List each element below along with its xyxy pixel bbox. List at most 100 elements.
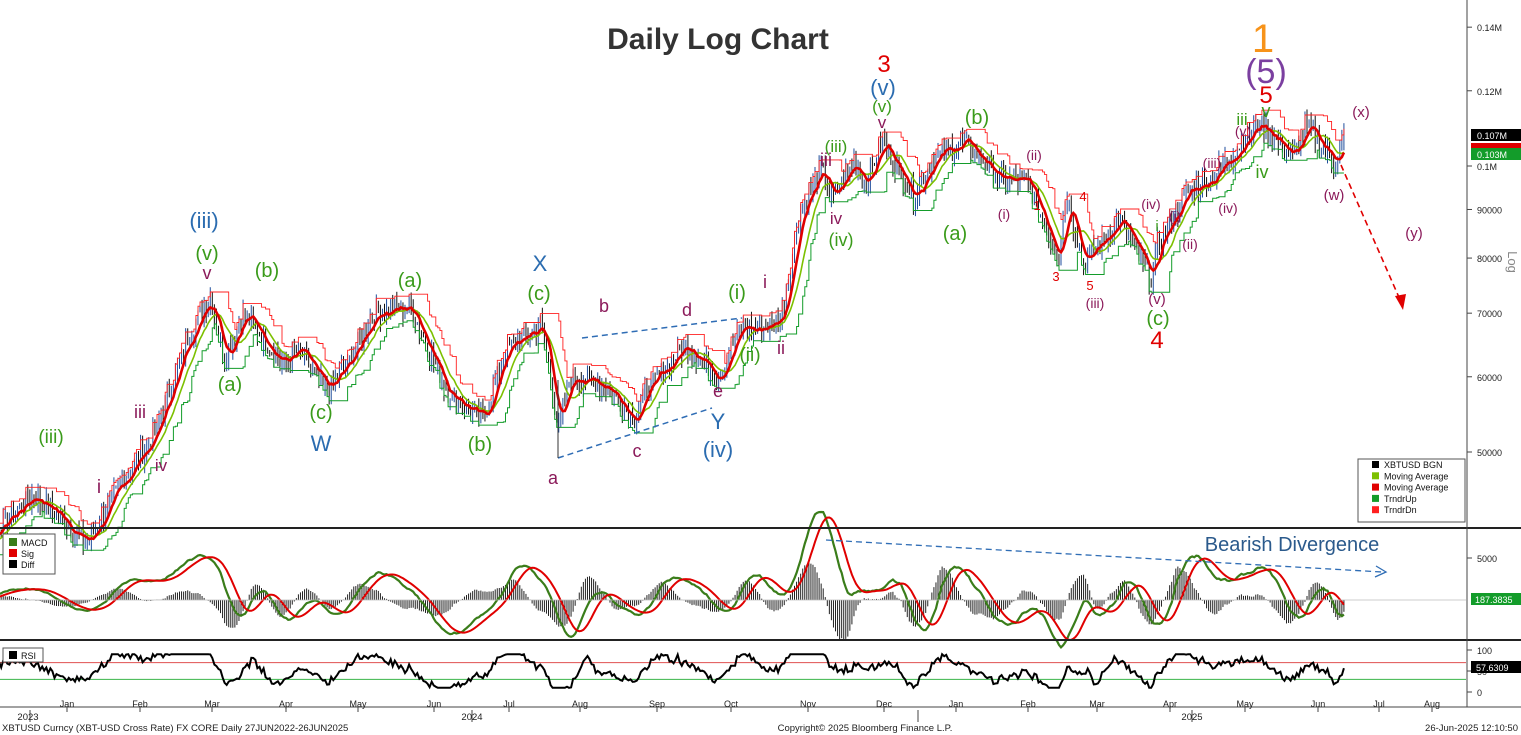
wave-label: iii	[820, 150, 832, 170]
wave-label: iii	[1236, 110, 1247, 129]
wave-label: 5	[1086, 278, 1093, 293]
wave-label: 1	[1033, 198, 1040, 213]
last-price-text: 0.107M	[1477, 131, 1507, 141]
wave-label: 4	[1079, 189, 1086, 204]
macd-legend-label: Sig	[21, 549, 34, 559]
wave-label: i	[763, 272, 767, 292]
wave-label: d	[682, 300, 692, 320]
wave-label: (iii)	[825, 137, 848, 156]
legend-swatch	[1372, 506, 1379, 514]
x-tick-label: Feb	[1020, 699, 1036, 709]
wave-label: (i)	[1169, 208, 1181, 224]
wave-label: v	[878, 113, 887, 132]
wave-label: (c)	[1146, 308, 1169, 330]
wave-label: 4	[1150, 327, 1163, 354]
wave-label: v	[203, 263, 212, 283]
trend-down-line	[0, 109, 1345, 525]
wave-label: (5)	[1245, 53, 1287, 91]
wave-label: (a)	[398, 270, 422, 292]
macd-legend-label: MACD	[21, 538, 48, 548]
macd-signal-line	[0, 516, 1345, 641]
wave-label: b	[599, 296, 609, 316]
y-tick-label: 0.12M	[1477, 87, 1502, 97]
wave-label: X	[533, 251, 548, 276]
wave-label: a	[548, 468, 559, 488]
divergence-line	[825, 539, 1383, 573]
wave-label: 1	[1252, 17, 1274, 61]
macd-line	[0, 510, 1345, 650]
wave-label: (iii)	[38, 427, 63, 448]
x-tick-label: Jul	[503, 699, 515, 709]
y-tick-label: 60000	[1477, 373, 1502, 383]
wave-label: (i)	[728, 282, 746, 304]
macd-legend-swatch	[9, 538, 17, 546]
legend-swatch	[1372, 494, 1379, 502]
rsi-line	[0, 651, 1345, 690]
triangle-lower-line	[557, 407, 713, 459]
wave-label: (v)	[1148, 291, 1166, 308]
year-label: 2023	[17, 712, 38, 723]
wave-labels: 1(5)5v3(v)(v)v4(c)(v)(iii)iiiiiv(iii)(v)…	[38, 17, 1422, 498]
x-tick-label: Jul	[1373, 699, 1385, 709]
y-axis-label: Log	[1505, 251, 1520, 273]
x-tick-label: Jun	[427, 699, 442, 709]
wave-label: 3	[877, 51, 890, 78]
x-tick-label: Jan	[60, 699, 75, 709]
rsi-panel: RSI10050057.6309	[0, 646, 1521, 698]
x-tick-label: Mar	[204, 699, 220, 709]
wave-label: (iii)	[1203, 155, 1222, 171]
wave-label: (c)	[527, 283, 550, 305]
legend-label: TrndrUp	[1384, 494, 1417, 504]
rsi-tick-label: 100	[1477, 646, 1492, 656]
macd-last-text: 187.3835	[1475, 595, 1513, 605]
wave-label: (b)	[255, 260, 279, 282]
wave-label: iv	[1256, 162, 1269, 182]
legend-label: Moving Average	[1384, 483, 1448, 493]
chart-title: Daily Log Chart	[607, 23, 829, 56]
x-tick-label: Oct	[724, 699, 739, 709]
wave-label: (v)	[870, 75, 896, 100]
x-tick-label: May	[349, 699, 367, 709]
y-tick-label: 50000	[1477, 448, 1502, 458]
footer-right: 26-Jun-2025 12:10:50	[1425, 723, 1518, 734]
x-tick-label: Feb	[132, 699, 148, 709]
wave-label: 5	[1259, 82, 1272, 109]
wave-label: (c)	[309, 402, 332, 424]
divergence-arrowhead	[1374, 565, 1388, 578]
x-tick-label: Apr	[279, 699, 293, 709]
ma-tag-text: 0.103M	[1477, 150, 1507, 160]
triangle-upper-line	[581, 317, 743, 339]
wave-label: (a)	[218, 374, 242, 396]
macd-tick-label: 5000	[1477, 554, 1497, 564]
rsi-legend-swatch	[9, 651, 17, 659]
wave-label: 3	[1052, 269, 1059, 284]
x-tick-label: Jun	[1311, 699, 1326, 709]
wave-label: iii	[134, 402, 146, 422]
wave-label: (i)	[998, 206, 1010, 222]
wave-label: (ii)	[1182, 236, 1198, 252]
wave-label: (b)	[965, 107, 989, 129]
macd-legend-swatch	[9, 549, 17, 557]
divergence-annotation: Bearish Divergence	[1205, 534, 1380, 556]
wave-label: (w)	[1324, 187, 1345, 204]
moving-average-fast	[0, 124, 1346, 541]
x-tick-label: Mar	[1089, 699, 1105, 709]
legend-swatch	[1372, 472, 1379, 480]
wave-label: (iv)	[703, 437, 734, 462]
legend-swatch	[1372, 461, 1379, 468]
wave-label: (v)	[1235, 123, 1251, 139]
legend-label: TrndrDn	[1384, 505, 1417, 515]
macd-legend-swatch	[9, 560, 17, 568]
wave-label: (iv)	[1218, 200, 1237, 216]
footer-left: XBTUSD Curncy (XBT-USD Cross Rate) FX CO…	[2, 723, 348, 734]
projection-arrowhead	[1395, 294, 1406, 310]
macd-last-tag	[1471, 593, 1521, 605]
x-tick-label: Aug	[572, 699, 588, 709]
wave-label: iv	[830, 209, 843, 228]
wave-label: (v)	[872, 97, 892, 116]
wave-label: (iii)	[189, 208, 218, 233]
